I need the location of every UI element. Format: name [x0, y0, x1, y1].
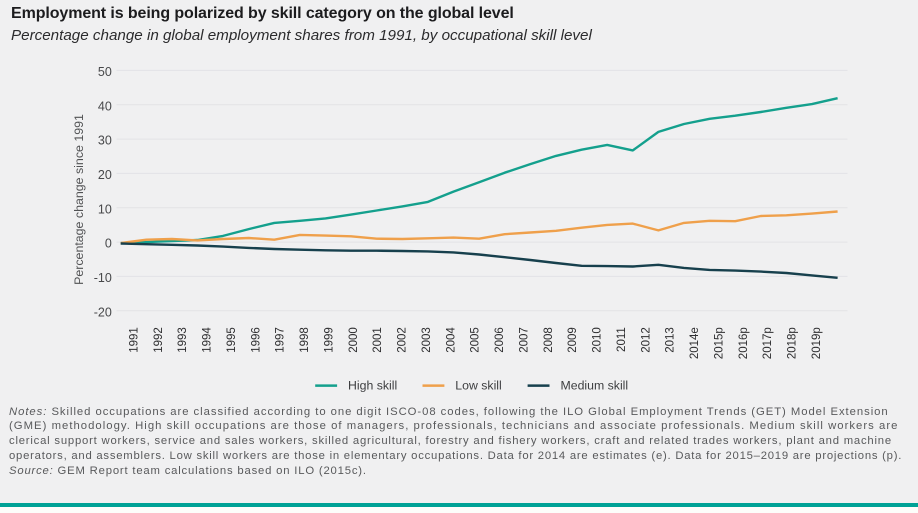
- svg-text:1992: 1992: [153, 327, 165, 353]
- svg-text:2008: 2008: [543, 327, 555, 353]
- svg-text:2006: 2006: [494, 327, 506, 353]
- svg-text:1993: 1993: [177, 327, 189, 353]
- svg-text:50: 50: [98, 65, 112, 79]
- svg-text:2005: 2005: [470, 327, 482, 353]
- svg-text:2004: 2004: [445, 327, 457, 353]
- svg-text:2001: 2001: [372, 327, 384, 353]
- svg-text:2002: 2002: [397, 327, 409, 353]
- svg-text:2013: 2013: [665, 327, 677, 353]
- svg-text:Low skill: Low skill: [455, 379, 501, 393]
- svg-text:-20: -20: [94, 305, 112, 319]
- svg-text:2018p: 2018p: [787, 327, 799, 359]
- svg-text:2014e: 2014e: [689, 327, 701, 359]
- svg-text:1996: 1996: [250, 327, 262, 353]
- svg-text:40: 40: [98, 99, 112, 113]
- svg-text:1994: 1994: [202, 327, 214, 353]
- svg-text:1991: 1991: [129, 327, 141, 353]
- svg-text:2015p: 2015p: [713, 327, 725, 359]
- svg-text:2010: 2010: [592, 327, 604, 353]
- svg-text:2000: 2000: [348, 327, 360, 353]
- svg-text:1999: 1999: [324, 327, 336, 353]
- svg-text:30: 30: [98, 134, 112, 148]
- svg-text:1997: 1997: [275, 327, 287, 353]
- svg-text:-10: -10: [94, 271, 112, 285]
- svg-text:2019p: 2019p: [811, 327, 823, 359]
- svg-text:2009: 2009: [567, 327, 579, 353]
- svg-text:Percentage change since 1991: Percentage change since 1991: [72, 114, 86, 285]
- svg-text:Medium skill: Medium skill: [561, 379, 629, 393]
- svg-text:High skill: High skill: [348, 379, 397, 393]
- svg-text:2017p: 2017p: [762, 327, 774, 359]
- svg-text:2016p: 2016p: [738, 327, 750, 359]
- svg-text:2011: 2011: [616, 327, 628, 352]
- svg-text:10: 10: [98, 202, 112, 216]
- svg-text:20: 20: [98, 168, 112, 182]
- svg-text:2012: 2012: [640, 327, 652, 353]
- svg-text:2003: 2003: [421, 327, 433, 353]
- svg-text:0: 0: [105, 237, 112, 251]
- svg-text:1998: 1998: [299, 327, 311, 353]
- svg-text:1995: 1995: [226, 327, 238, 353]
- svg-text:2007: 2007: [518, 327, 530, 353]
